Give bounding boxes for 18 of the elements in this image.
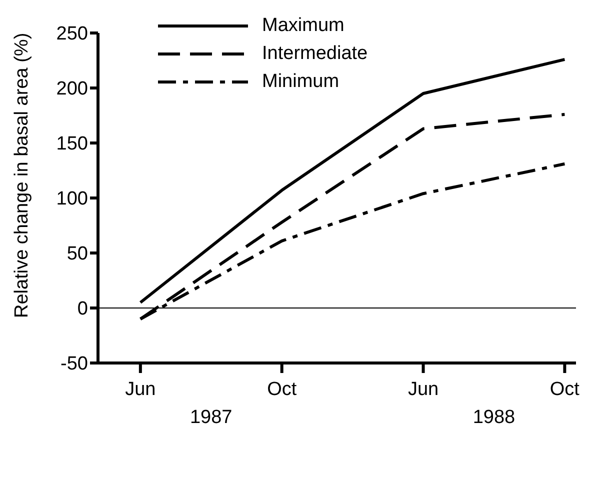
legend-label: Minimum [262, 71, 340, 93]
x-tick-label: Jun [125, 379, 156, 400]
legend-label: Maximum [262, 15, 344, 37]
y-tick-label: 200 [56, 78, 88, 100]
y-tick-label: 50 [66, 244, 88, 265]
y-tick-label: 150 [56, 134, 88, 155]
legend-label: Intermediate [262, 43, 368, 65]
x-tick-label: Jun [408, 379, 439, 400]
x-tick-label: Oct [267, 379, 298, 400]
y-tick-label: 100 [56, 188, 88, 210]
y-tick-label: -50 [60, 354, 88, 375]
y-tick-label: 0 [77, 298, 88, 320]
text: 1988 [472, 407, 516, 428]
line-series [138, 58, 566, 304]
text: 1987 [190, 407, 232, 428]
y-axis-title: Relative change in basal area (%) [12, 32, 33, 318]
y-tick-label: 250 [56, 24, 88, 45]
x-tick-label: Oct [550, 379, 580, 400]
